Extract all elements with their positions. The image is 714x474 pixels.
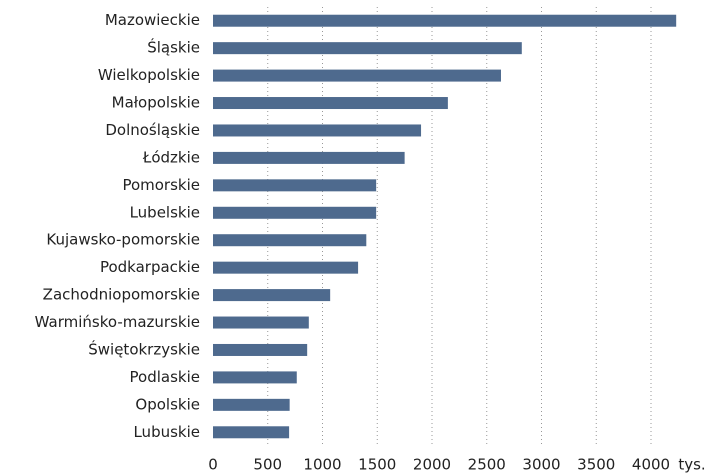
- y-tick-label: Zachodniopomorskie: [43, 286, 200, 304]
- x-tick-label: 2500: [468, 456, 506, 474]
- y-tick-label: Podlaskie: [130, 368, 200, 386]
- y-tick-label: Podkarpackie: [100, 258, 200, 276]
- bar: [213, 151, 405, 164]
- x-tick-label: 1000: [303, 456, 341, 474]
- bar: [213, 234, 367, 247]
- x-tick-label: 500: [253, 456, 282, 474]
- y-tick-label: Lubuskie: [133, 423, 200, 441]
- bar: [213, 42, 522, 55]
- bar: [213, 14, 677, 27]
- x-tick-label: 0: [208, 456, 218, 474]
- y-tick-label: Warmińsko-mazurskie: [35, 313, 200, 331]
- y-tick-label: Kujawsko-pomorskie: [46, 231, 200, 249]
- bar: [213, 398, 290, 411]
- y-tick-label: Wielkopolskie: [98, 66, 200, 84]
- y-tick-label: Dolnośląskie: [105, 121, 200, 139]
- bar: [213, 97, 448, 110]
- bar: [213, 371, 297, 384]
- bar: [213, 206, 377, 219]
- x-tick-label: 4000: [632, 456, 670, 474]
- x-tick-label: 2000: [413, 456, 451, 474]
- bar: [213, 261, 359, 274]
- y-tick-label: Łódzkie: [142, 148, 200, 166]
- x-tick-label: 1500: [358, 456, 396, 474]
- bar: [213, 426, 290, 439]
- y-tick-label: Mazowieckie: [105, 11, 200, 29]
- bar: [213, 124, 422, 137]
- y-tick-label: Śląskie: [147, 38, 200, 57]
- y-tick-label: Opolskie: [135, 395, 200, 413]
- y-tick-label: Pomorskie: [122, 176, 200, 194]
- x-unit-label: tys.: [678, 456, 705, 474]
- x-tick-label: 3500: [577, 456, 615, 474]
- x-tick-label: 3000: [522, 456, 560, 474]
- y-tick-label: Świętokrzyskie: [88, 339, 200, 358]
- bar: [213, 316, 309, 329]
- y-tick-label: Lubelskie: [130, 203, 200, 221]
- bar: [213, 69, 501, 82]
- bar: [213, 289, 331, 302]
- bar: [213, 343, 308, 356]
- bar: [213, 179, 377, 192]
- y-tick-label: Małopolskie: [112, 94, 200, 112]
